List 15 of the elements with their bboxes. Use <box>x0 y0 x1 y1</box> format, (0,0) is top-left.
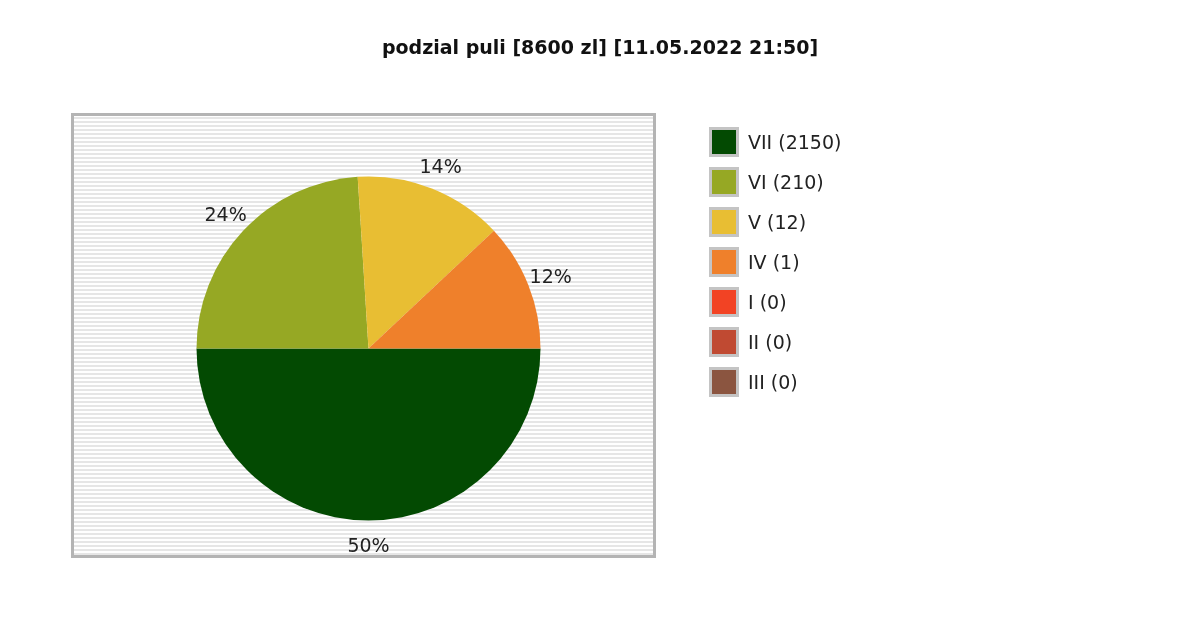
data-label: 50% <box>347 533 390 556</box>
legend-label: IV (1) <box>748 251 800 273</box>
legend-label: II (0) <box>748 331 793 353</box>
data-label: 24% <box>204 203 247 226</box>
legend-label: III (0) <box>748 371 798 393</box>
pie-slice <box>196 348 541 521</box>
data-label: 14% <box>419 155 462 178</box>
pie-slice <box>196 176 369 349</box>
legend-label: VII (2150) <box>748 131 842 153</box>
data-label: 12% <box>529 265 572 288</box>
chart-title: podzial puli [8600 zl] [11.05.2022 21:50] <box>380 36 820 58</box>
legend-label: VI (210) <box>748 171 824 193</box>
pie-slice <box>357 176 494 349</box>
legend-label: V (12) <box>748 211 807 233</box>
legend-label: I (0) <box>748 291 787 313</box>
